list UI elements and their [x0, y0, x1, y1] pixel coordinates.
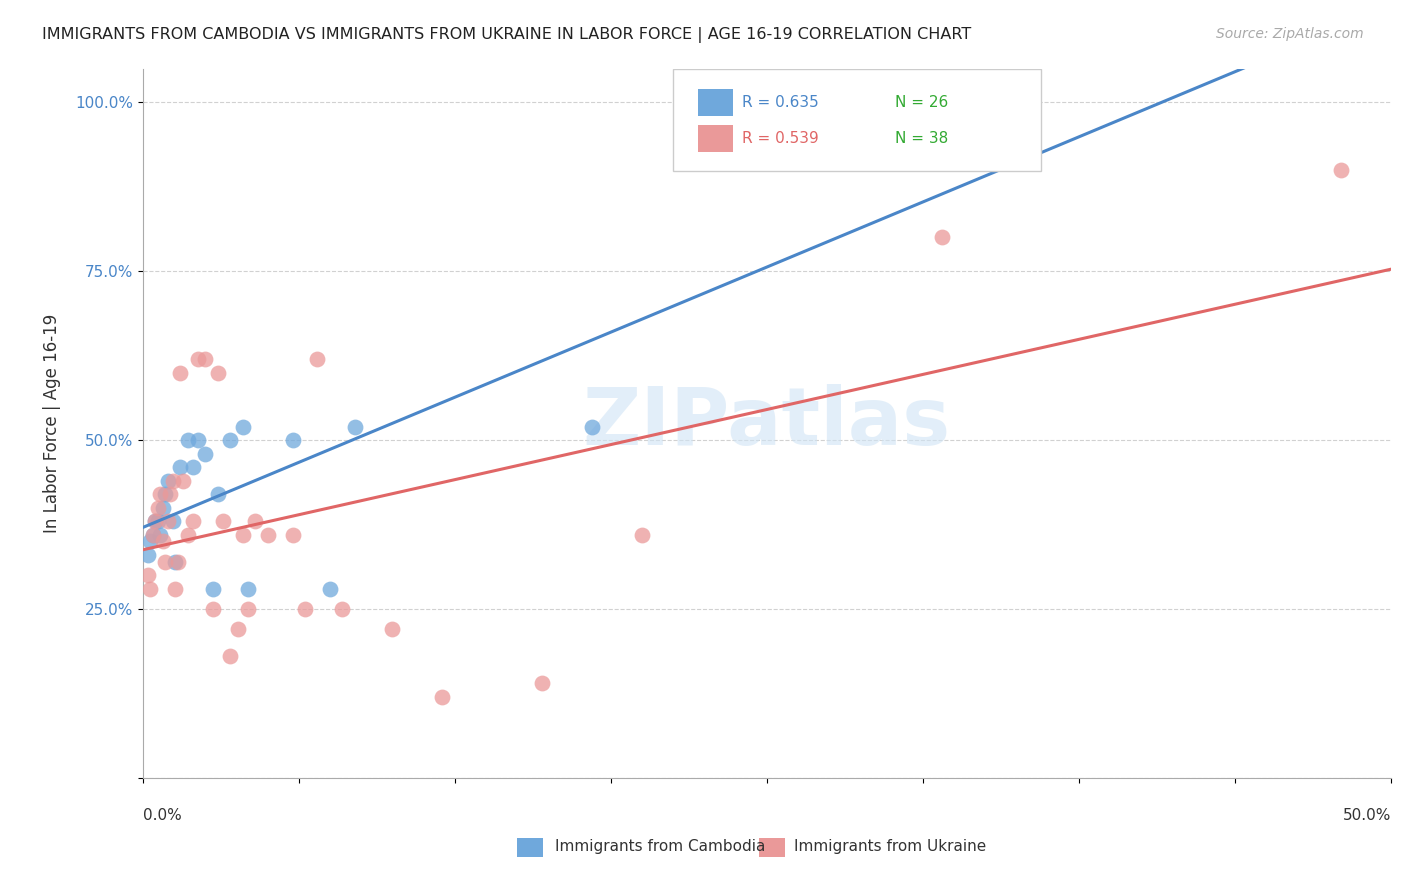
Point	[211, 514, 233, 528]
Point	[207, 487, 229, 501]
Point	[153, 555, 176, 569]
Point	[187, 352, 209, 367]
Point	[181, 514, 204, 528]
Point	[243, 514, 266, 528]
Point	[142, 527, 165, 541]
Point	[159, 487, 181, 501]
Point	[219, 649, 242, 664]
Point	[152, 534, 174, 549]
Point	[169, 460, 191, 475]
Point	[307, 352, 329, 367]
Point	[281, 527, 304, 541]
Point	[142, 527, 165, 541]
Point	[931, 230, 953, 244]
Point	[143, 514, 166, 528]
Point	[169, 366, 191, 380]
Point	[165, 582, 187, 596]
Point	[201, 602, 224, 616]
Point	[176, 527, 198, 541]
Point	[343, 419, 366, 434]
Point	[149, 487, 172, 501]
Text: 0.0%: 0.0%	[143, 808, 181, 823]
FancyBboxPatch shape	[699, 89, 733, 116]
Point	[319, 582, 342, 596]
Point	[531, 676, 554, 690]
Point	[149, 527, 172, 541]
Text: Source: ZipAtlas.com: Source: ZipAtlas.com	[1216, 27, 1364, 41]
Point	[156, 474, 179, 488]
Text: IMMIGRANTS FROM CAMBODIA VS IMMIGRANTS FROM UKRAINE IN LABOR FORCE | AGE 16-19 C: IMMIGRANTS FROM CAMBODIA VS IMMIGRANTS F…	[42, 27, 972, 43]
Point	[162, 474, 184, 488]
Point	[146, 500, 169, 515]
Point	[631, 527, 654, 541]
Point	[156, 514, 179, 528]
FancyBboxPatch shape	[673, 69, 1042, 171]
Point	[162, 514, 184, 528]
Point	[332, 602, 354, 616]
Point	[232, 527, 254, 541]
Point	[181, 460, 204, 475]
Y-axis label: In Labor Force | Age 16-19: In Labor Force | Age 16-19	[44, 314, 60, 533]
Point	[256, 527, 278, 541]
Point	[232, 419, 254, 434]
Point	[139, 534, 162, 549]
Point	[136, 548, 159, 562]
Text: Immigrants from Cambodia: Immigrants from Cambodia	[555, 839, 766, 854]
Point	[146, 514, 169, 528]
Point	[432, 690, 454, 704]
Text: Immigrants from Ukraine: Immigrants from Ukraine	[794, 839, 987, 854]
Point	[176, 433, 198, 447]
Point	[294, 602, 316, 616]
Point	[236, 582, 259, 596]
Text: R = 0.539: R = 0.539	[742, 130, 818, 145]
Point	[152, 500, 174, 515]
Point	[194, 447, 217, 461]
Point	[172, 474, 194, 488]
Point	[139, 582, 162, 596]
Point	[187, 433, 209, 447]
Point	[166, 555, 188, 569]
Point	[226, 622, 249, 636]
Point	[1005, 95, 1028, 110]
Point	[281, 433, 304, 447]
Point	[136, 568, 159, 582]
Text: N = 26: N = 26	[896, 95, 949, 110]
Point	[219, 433, 242, 447]
Point	[381, 622, 404, 636]
Point	[207, 366, 229, 380]
Point	[194, 352, 217, 367]
Point	[153, 487, 176, 501]
Point	[581, 419, 603, 434]
Point	[165, 555, 187, 569]
FancyBboxPatch shape	[699, 125, 733, 152]
Point	[143, 514, 166, 528]
Point	[236, 602, 259, 616]
Point	[1330, 162, 1353, 177]
Point	[201, 582, 224, 596]
Text: 50.0%: 50.0%	[1343, 808, 1391, 823]
Text: R = 0.635: R = 0.635	[742, 95, 818, 110]
Text: N = 38: N = 38	[896, 130, 949, 145]
Text: ZIPatlas: ZIPatlas	[582, 384, 950, 462]
